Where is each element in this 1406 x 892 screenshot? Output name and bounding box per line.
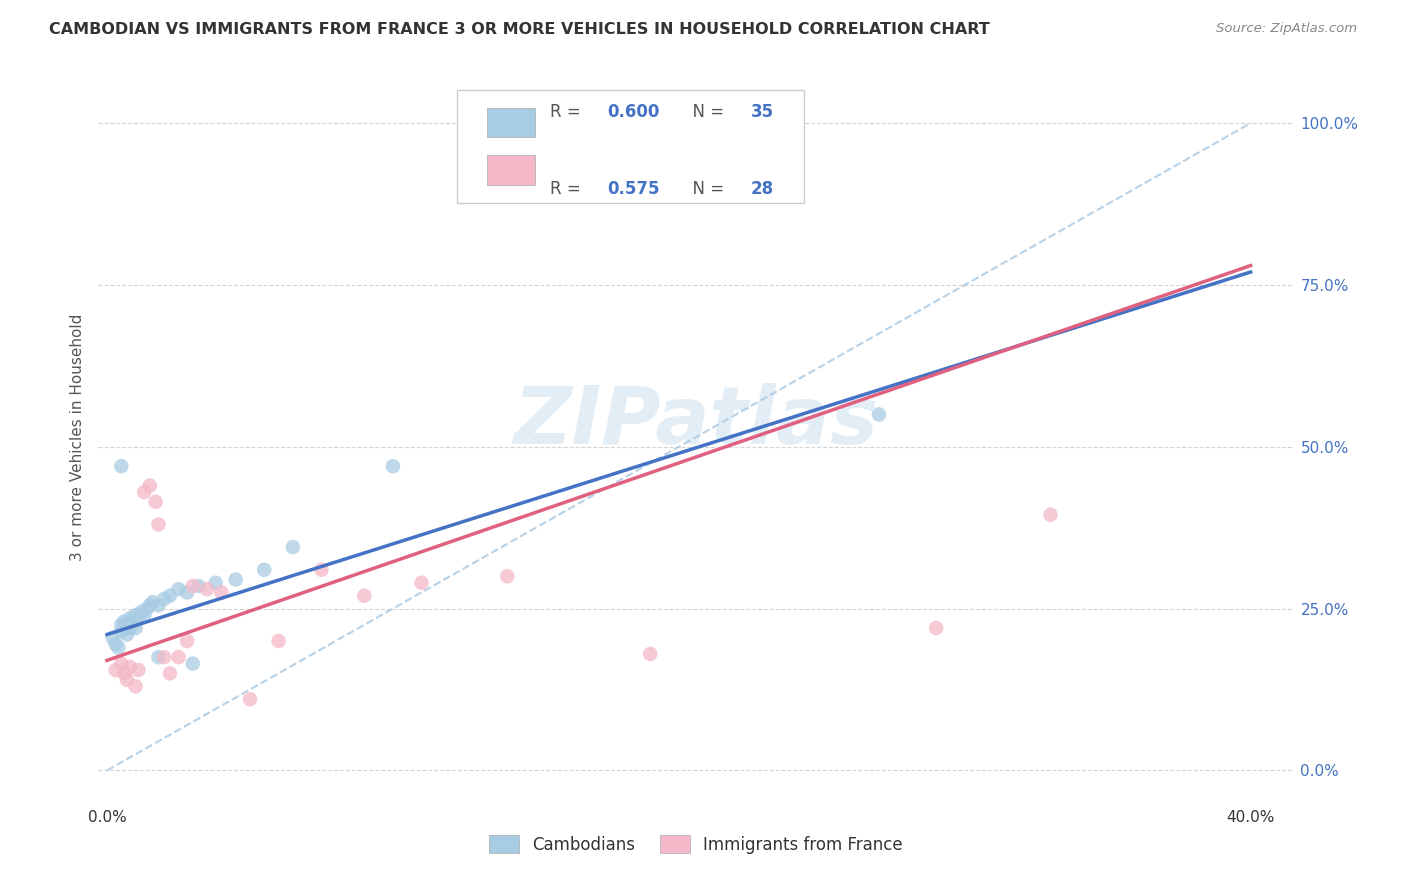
Point	[124, 679, 146, 693]
Point	[353, 589, 375, 603]
Text: R =: R =	[550, 103, 586, 120]
Point	[118, 621, 141, 635]
Point	[134, 485, 156, 500]
Point	[142, 595, 165, 609]
Point	[112, 621, 135, 635]
Point	[131, 605, 153, 619]
Point	[121, 615, 143, 629]
Point	[124, 621, 146, 635]
Point	[381, 459, 404, 474]
Text: ZIPatlas: ZIPatlas	[513, 384, 879, 461]
Point	[159, 589, 181, 603]
Text: 0.575: 0.575	[607, 179, 659, 198]
Point	[209, 585, 232, 599]
Point	[139, 478, 162, 492]
Point	[253, 563, 276, 577]
Point	[127, 611, 149, 625]
Point	[159, 666, 181, 681]
Point	[127, 663, 149, 677]
Point	[153, 591, 176, 606]
Point	[868, 408, 890, 422]
Point	[104, 637, 127, 651]
Point	[110, 459, 132, 474]
Point	[925, 621, 948, 635]
Point	[1039, 508, 1062, 522]
Point	[281, 540, 304, 554]
Text: CAMBODIAN VS IMMIGRANTS FROM FRANCE 3 OR MORE VEHICLES IN HOUSEHOLD CORRELATION : CAMBODIAN VS IMMIGRANTS FROM FRANCE 3 OR…	[49, 22, 990, 37]
Text: Source: ZipAtlas.com: Source: ZipAtlas.com	[1216, 22, 1357, 36]
Point	[638, 647, 661, 661]
Text: 35: 35	[751, 103, 775, 120]
Point	[112, 666, 135, 681]
Point	[136, 601, 159, 615]
Point	[148, 599, 170, 613]
Point	[107, 640, 129, 655]
Text: N =: N =	[682, 179, 728, 198]
FancyBboxPatch shape	[486, 108, 534, 137]
Point	[204, 575, 226, 590]
Point	[311, 563, 333, 577]
Point	[176, 634, 198, 648]
Point	[139, 599, 162, 613]
Point	[124, 608, 146, 623]
Point	[239, 692, 262, 706]
Point	[167, 650, 190, 665]
Text: 0.600: 0.600	[607, 103, 659, 120]
Point	[148, 650, 170, 665]
Point	[115, 673, 138, 687]
Point	[176, 585, 198, 599]
Point	[181, 579, 204, 593]
Point	[101, 631, 124, 645]
Point	[110, 624, 132, 639]
Point	[153, 650, 176, 665]
Point	[496, 569, 519, 583]
Point	[115, 617, 138, 632]
Point	[110, 657, 132, 671]
Point	[411, 575, 433, 590]
Point	[181, 657, 204, 671]
Point	[112, 615, 135, 629]
Text: 28: 28	[751, 179, 775, 198]
Y-axis label: 3 or more Vehicles in Household: 3 or more Vehicles in Household	[69, 313, 84, 561]
Point	[187, 579, 209, 593]
FancyBboxPatch shape	[486, 155, 534, 185]
Point	[118, 611, 141, 625]
Point	[145, 495, 167, 509]
Point	[267, 634, 290, 648]
Point	[225, 573, 247, 587]
Text: R =: R =	[550, 179, 586, 198]
Point	[104, 663, 127, 677]
Text: N =: N =	[682, 103, 728, 120]
FancyBboxPatch shape	[457, 90, 804, 203]
Point	[195, 582, 218, 597]
Point	[167, 582, 190, 597]
Point	[148, 517, 170, 532]
Point	[115, 627, 138, 641]
Point	[118, 660, 141, 674]
Point	[110, 617, 132, 632]
Point	[134, 608, 156, 623]
Legend: Cambodians, Immigrants from France: Cambodians, Immigrants from France	[482, 829, 910, 860]
